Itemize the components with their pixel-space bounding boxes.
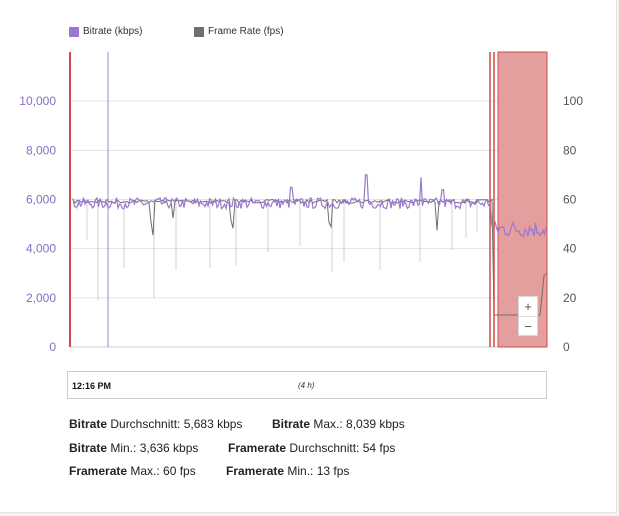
- stat-value: Min.: 3,636 kbps: [107, 441, 199, 455]
- time-markers: [69, 52, 495, 347]
- stat-value: Durchschnitt: 5,683 kbps: [107, 417, 243, 431]
- timeline-duration: (4 h): [298, 381, 315, 390]
- legend-framerate-label: Frame Rate (fps): [208, 26, 284, 37]
- stat-key: Bitrate: [69, 441, 108, 455]
- stat-key: Framerate: [228, 441, 287, 455]
- bitrate-framerate-chart[interactable]: 0 0 2,000 20 4,000 40 6,000 60 8,000 80 10,000 100: [0, 0, 616, 370]
- y-left-tick-label: 6,000: [26, 193, 56, 207]
- timeline-start-time: 12:16 PM: [72, 381, 112, 391]
- stat-bitrate-min: Bitrate Min.: 3,636 kbps: [69, 441, 198, 455]
- zoom-in-button[interactable]: +: [524, 299, 532, 314]
- y-axis-ticks: 0 0 2,000 20 4,000 40 6,000 60 8,000 80 10,000 100: [19, 94, 583, 354]
- timeline-navigator[interactable]: 12:16 PM (4 h): [67, 371, 547, 399]
- zoom-controls: + −: [518, 296, 538, 336]
- series-lines: [72, 174, 548, 316]
- zoom-out-button[interactable]: −: [519, 316, 537, 336]
- y-left-tick-label: 4,000: [26, 242, 56, 256]
- stat-framerate-min: Framerate Min.: 13 fps: [226, 464, 349, 478]
- y-right-tick-label: 100: [563, 94, 583, 108]
- legend-framerate[interactable]: Frame Rate (fps): [194, 26, 284, 37]
- y-left-tick-label: 10,000: [19, 94, 56, 108]
- legend-framerate-swatch: [194, 26, 204, 37]
- stat-key: Bitrate: [272, 417, 311, 431]
- y-right-tick-label: 0: [563, 340, 570, 354]
- stat-value: Max.: 8,039 kbps: [310, 417, 405, 431]
- y-right-tick-label: 20: [563, 291, 577, 305]
- stat-key: Framerate: [69, 464, 128, 478]
- legend-bitrate-label: Bitrate (kbps): [83, 26, 143, 37]
- stat-value: Min.: 13 fps: [284, 464, 350, 478]
- y-right-tick-label: 40: [563, 242, 577, 256]
- y-right-tick-label: 80: [563, 143, 577, 157]
- stat-framerate-avg: Framerate Durchschnitt: 54 fps: [228, 441, 395, 455]
- grid-lines: [70, 100, 547, 348]
- y-right-tick-label: 60: [563, 193, 577, 207]
- legend-bitrate-swatch: [69, 26, 79, 37]
- stat-bitrate-avg: Bitrate Durchschnitt: 5,683 kbps: [69, 417, 242, 431]
- legend-bitrate[interactable]: Bitrate (kbps): [69, 26, 142, 37]
- stat-framerate-max: Framerate Max.: 60 fps: [69, 464, 196, 478]
- stat-value: Durchschnitt: 54 fps: [286, 441, 396, 455]
- y-left-tick-label: 0: [49, 340, 56, 354]
- stat-key: Framerate: [226, 464, 285, 478]
- y-left-tick-label: 2,000: [26, 291, 56, 305]
- stat-value: Max.: 60 fps: [127, 464, 196, 478]
- y-left-tick-label: 8,000: [26, 143, 56, 157]
- stat-key: Bitrate: [69, 417, 108, 431]
- stat-bitrate-max: Bitrate Max.: 8,039 kbps: [272, 417, 405, 431]
- bitrate-line: [72, 174, 547, 239]
